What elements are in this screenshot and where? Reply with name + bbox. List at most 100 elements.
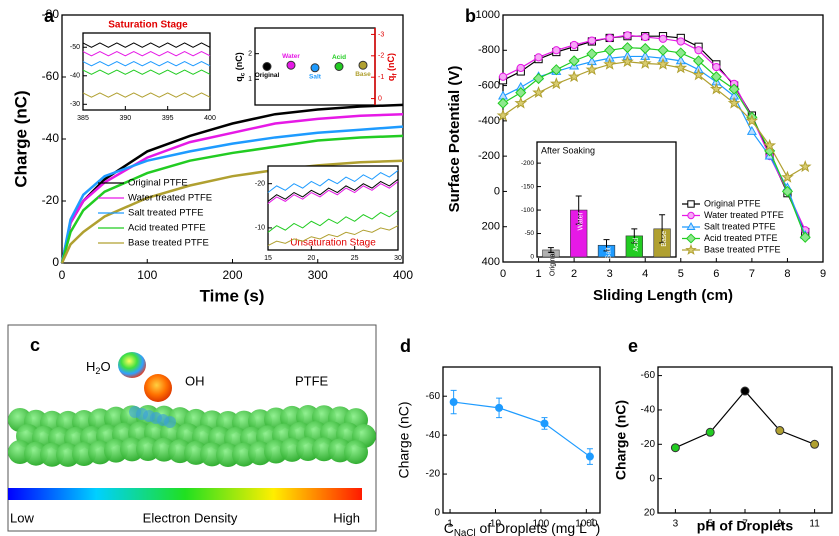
y-tick-label: -50 [70,44,80,51]
marker [286,60,296,70]
marker [658,34,668,43]
marker [799,231,811,243]
chart-title: After Soaking [541,145,595,155]
label-part: q [386,76,396,82]
y-tick-label: -60 [42,69,60,83]
series-line [267,181,399,204]
x-tick-label: 3 [673,519,679,530]
y-tick-label: 2 [248,51,252,58]
x-tick-label: 20 [307,255,315,262]
marker [334,62,344,71]
label-part: of Droplets (mg L [476,520,587,536]
marker [639,42,651,55]
marker [449,398,458,407]
marker [709,82,723,95]
y-tick-label: 0 [494,185,500,197]
y-tick-label: -400 [478,115,500,127]
marker [496,108,510,121]
marker [692,55,705,67]
y-tick-label: -20 [641,439,656,450]
x-tick-label: 9 [820,268,826,280]
x-tick-label: 6 [713,268,719,280]
y-tick-label: -40 [42,131,60,145]
series-line [82,92,211,98]
bead [344,440,368,465]
y-tick-label: 0 [52,255,59,269]
marker [497,97,509,109]
point-label: Base [355,71,371,78]
y-axis-label: Charge (nC) [613,400,629,480]
marker [621,42,634,54]
x-tick-label: 3 [607,268,613,280]
x-tick-label: 1 [447,519,453,530]
label-part: -1 [587,517,596,528]
series-line [60,159,404,264]
y-axis-label: Charge (nC) [396,401,412,478]
legend-label: Original PTFE [704,198,761,208]
bar-label: Salt [605,247,612,259]
marker [532,72,545,85]
y2-tick-label: 0 [378,95,382,102]
water-molecule [118,352,146,378]
panel-label: b [465,6,476,26]
x-tick-label: 395 [162,115,174,122]
series-line [267,209,399,233]
plot-frame [254,27,376,106]
y-tick-label: 400 [482,256,500,268]
hydroxyl-group [144,374,172,402]
marker [534,53,543,62]
y-tick-label: -60 [641,370,656,381]
series-line [82,69,211,75]
x-tick-label: 0 [500,268,506,280]
bead [164,416,176,428]
x-tick-label: 25 [351,255,359,262]
x-axis-label: Sliding Length (cm) [593,287,733,304]
y-axis-label: qc (nC) [234,52,246,82]
y-tick-label: 200 [482,221,500,233]
y-tick-label: -150 [521,183,534,190]
legend-marker [687,211,695,220]
y-tick-label: -600 [478,79,500,91]
panel-label: c [30,335,40,355]
marker [657,44,669,56]
error-bar [547,247,554,253]
label-part: C [444,520,454,536]
marker [605,33,614,43]
marker [638,56,652,69]
x-tick-label: 7 [749,268,755,280]
legend-marker [685,243,697,255]
marker [798,160,812,173]
x-tick-label: 15 [264,255,272,262]
y-tick-label: -1000 [472,9,500,21]
polymer-label: PTFE [295,373,329,388]
label-part: (nC) [386,53,396,74]
y2-tick-label: -3 [378,31,384,38]
y2-tick-label: -2 [378,53,384,60]
marker [552,46,561,55]
marker [603,57,617,70]
marker [746,125,757,135]
label-part: (nC) [234,52,244,73]
y-tick-label: -800 [478,44,500,56]
y-tick-label: -30 [70,101,80,108]
x-tick-label: 8 [784,268,790,280]
y-tick-label: -20 [255,181,265,188]
marker [705,427,715,437]
marker [656,57,670,70]
marker [604,44,616,56]
x-tick-label: 300 [308,268,328,282]
legend-label: Water treated PTFE [704,210,784,220]
x-tick-label: 5 [678,268,684,280]
error-bar [575,195,582,225]
y-tick-label: 1 [248,76,252,83]
x-tick-label: 9 [777,519,783,530]
y-tick-label: -20 [42,193,60,207]
x-tick-label: 4 [642,268,648,280]
x-tick-label: 0 [59,268,66,282]
y-tick-label: 20 [644,508,656,519]
panel-label: e [628,336,638,356]
x-tick-label: 200 [222,268,242,282]
y2-tick-label: -1 [378,74,384,81]
marker [763,138,777,151]
scale-low: Low [10,510,34,525]
